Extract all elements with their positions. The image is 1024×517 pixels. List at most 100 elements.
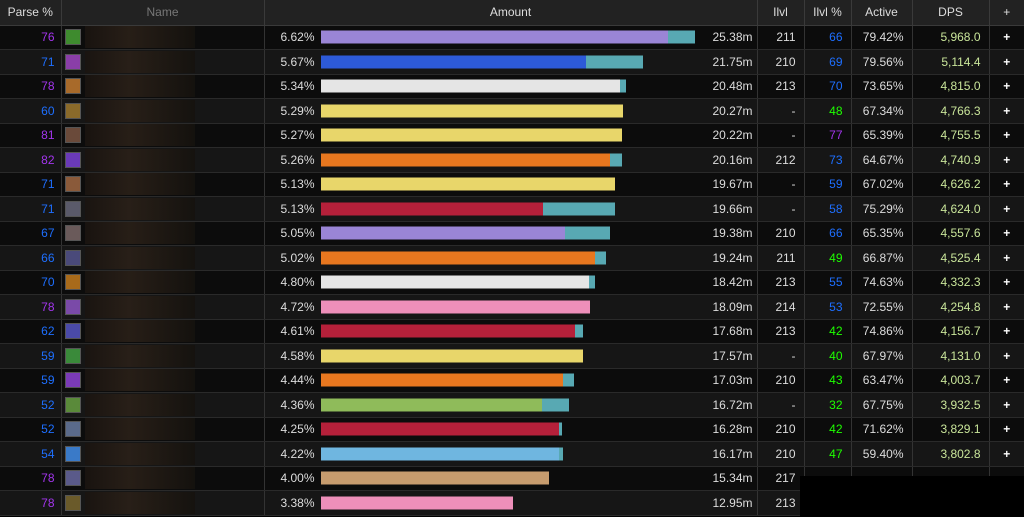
table-row[interactable]: 82 5.26% 20.16m 212 73 64.67% 4,740.9 + [0, 147, 1024, 173]
player-name-cell[interactable] [61, 466, 265, 491]
header-ilvl-percent[interactable]: Ilvl % [804, 0, 852, 26]
table-row[interactable]: 67 5.05% 19.38m 210 66 65.35% 4,557.6 + [0, 221, 1024, 246]
table-row[interactable]: 66 5.02% 19.24m 211 49 66.87% 4,525.4 + [0, 245, 1024, 271]
item-level: 211 [757, 245, 805, 271]
player-name-cell[interactable] [61, 319, 265, 344]
player-name-cell[interactable] [61, 343, 265, 369]
add-button[interactable]: + [989, 98, 1024, 124]
add-button[interactable]: + [989, 441, 1024, 467]
active-percent: 67.75% [851, 392, 913, 418]
table-row[interactable]: 70 4.80% 18.42m 213 55 74.63% 4,332.3 + [0, 270, 1024, 295]
add-button[interactable]: + [989, 74, 1024, 99]
header-active[interactable]: Active [851, 0, 913, 26]
damage-bar-extra [541, 398, 570, 412]
add-button[interactable]: + [989, 294, 1024, 320]
table-row[interactable]: 71 5.13% 19.66m -58 75.29% 4,624.0 + [0, 196, 1024, 222]
dps-value: 4,766.3 [912, 98, 990, 124]
redacted-player-name [84, 173, 195, 196]
add-button[interactable]: + [989, 417, 1024, 442]
add-button[interactable]: + [989, 270, 1024, 295]
spec-icon [64, 176, 81, 193]
player-name-cell[interactable] [61, 245, 265, 271]
item-level: 217 [757, 466, 805, 491]
damage-amount: 19.38m [712, 226, 753, 241]
player-name-cell[interactable] [61, 221, 265, 246]
damage-bar-extra [558, 447, 563, 461]
table-row[interactable]: 52 4.25% 16.28m 210 42 71.62% 3,829.1 + [0, 417, 1024, 442]
redacted-player-name [84, 344, 195, 367]
add-button[interactable]: + [989, 319, 1024, 344]
player-name-cell[interactable] [61, 74, 265, 99]
header-name[interactable]: Name [61, 0, 265, 26]
parse-percent: 82 [0, 147, 62, 173]
header-add[interactable]: + [989, 0, 1024, 26]
damage-bar [320, 226, 697, 240]
spec-icon [64, 151, 81, 168]
damage-bar-fill [320, 300, 591, 314]
player-name-cell[interactable] [61, 490, 265, 516]
damage-amount: 21.75m [712, 54, 753, 69]
add-button[interactable]: + [989, 245, 1024, 271]
header-parse[interactable]: Parse % [0, 0, 62, 26]
player-name-cell[interactable] [61, 147, 265, 173]
damage-bar-fill [320, 128, 623, 142]
add-button[interactable]: + [989, 221, 1024, 246]
damage-amount: 20.48m [712, 79, 753, 94]
redacted-player-name [84, 442, 195, 465]
add-button[interactable]: + [989, 49, 1024, 75]
table-row[interactable]: 59 4.58% 17.57m -40 67.97% 4,131.0 + [0, 343, 1024, 369]
damage-bar [320, 202, 697, 216]
player-name-cell[interactable] [61, 25, 265, 50]
header-dps[interactable]: DPS [912, 0, 990, 26]
item-level-percent: 42 [804, 319, 852, 344]
add-button[interactable]: + [989, 25, 1024, 50]
add-button[interactable]: + [989, 172, 1024, 197]
table-row[interactable]: 54 4.22% 16.17m 210 47 59.40% 3,802.8 + [0, 441, 1024, 467]
table-row[interactable]: 81 5.27% 20.22m -77 65.39% 4,755.5 + [0, 123, 1024, 148]
damage-bar-extra [620, 79, 627, 93]
player-name-cell[interactable] [61, 123, 265, 148]
player-name-cell[interactable] [61, 49, 265, 75]
amount-cell: 4.58% 17.57m [264, 343, 758, 369]
header-ilvl[interactable]: Ilvl [757, 0, 805, 26]
table-row[interactable]: 78 4.72% 18.09m 214 53 72.55% 4,254.8 + [0, 294, 1024, 320]
add-button[interactable]: + [989, 392, 1024, 418]
table-row[interactable]: 71 5.13% 19.67m -59 67.02% 4,626.2 + [0, 172, 1024, 197]
player-name-cell[interactable] [61, 294, 265, 320]
player-name-cell[interactable] [61, 368, 265, 393]
spec-icon [64, 225, 81, 242]
player-name-cell[interactable] [61, 441, 265, 467]
table-row[interactable]: 78 4.00% 15.34m 217 [0, 466, 1024, 491]
item-level-percent: 58 [804, 196, 852, 222]
table-row[interactable]: 71 5.67% 21.75m 210 69 79.56% 5,114.4 + [0, 49, 1024, 75]
table-row[interactable]: 62 4.61% 17.68m 213 42 74.86% 4,156.7 + [0, 319, 1024, 344]
parse-percent: 59 [0, 368, 62, 393]
damage-bar-fill [320, 153, 611, 167]
add-button[interactable]: + [989, 147, 1024, 173]
dps-value: 4,003.7 [912, 368, 990, 393]
add-button[interactable]: + [989, 343, 1024, 369]
item-level-percent: 55 [804, 270, 852, 295]
item-level: 213 [757, 319, 805, 344]
item-level: 210 [757, 221, 805, 246]
player-name-cell[interactable] [61, 270, 265, 295]
table-row[interactable]: 76 6.62% 25.38m 211 66 79.42% 5,968.0 + [0, 25, 1024, 50]
add-button[interactable]: + [989, 123, 1024, 148]
damage-bar-extra [668, 30, 695, 44]
player-name-cell[interactable] [61, 98, 265, 124]
damage-amount: 12.95m [712, 495, 753, 510]
add-button[interactable]: + [989, 368, 1024, 393]
add-button[interactable]: + [989, 196, 1024, 222]
header-amount[interactable]: Amount [264, 0, 758, 26]
table-row[interactable]: 60 5.29% 20.27m -48 67.34% 4,766.3 + [0, 98, 1024, 124]
table-row[interactable]: 52 4.36% 16.72m -32 67.75% 3,932.5 + [0, 392, 1024, 418]
player-name-cell[interactable] [61, 417, 265, 442]
player-name-cell[interactable] [61, 196, 265, 222]
player-name-cell[interactable] [61, 392, 265, 418]
spec-icon [64, 372, 81, 389]
table-row[interactable]: 59 4.44% 17.03m 210 43 63.47% 4,003.7 + [0, 368, 1024, 393]
redacted-player-name [84, 197, 195, 220]
player-name-cell[interactable] [61, 172, 265, 197]
table-row[interactable]: 78 5.34% 20.48m 213 70 73.65% 4,815.0 + [0, 74, 1024, 99]
